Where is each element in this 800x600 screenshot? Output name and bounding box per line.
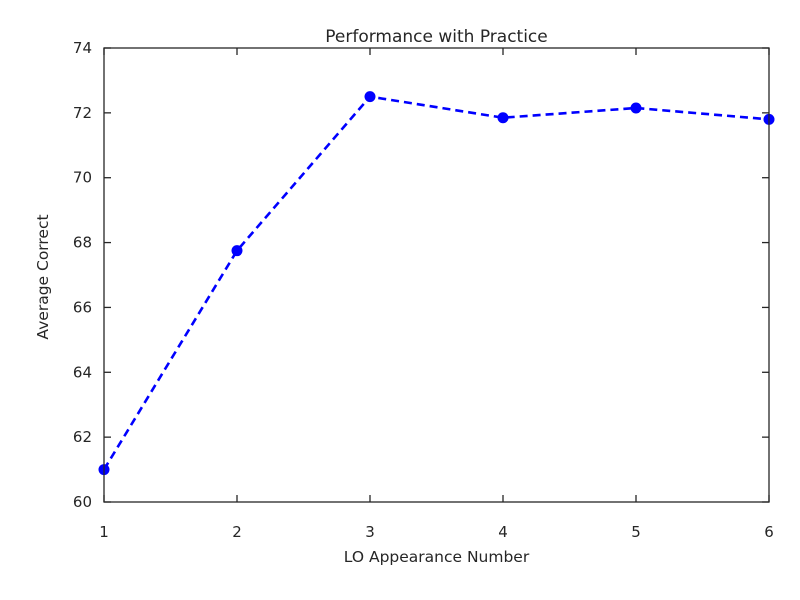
plot-content: [98, 91, 775, 476]
y-axis-label: Average Correct: [34, 214, 52, 339]
plot-frame: [103, 47, 770, 503]
data-point: [364, 91, 376, 103]
y-tick-label: 70: [73, 169, 92, 187]
y-tick-label: 64: [73, 363, 92, 381]
x-tick-label: 3: [365, 523, 375, 541]
y-tick-label: 62: [73, 428, 92, 446]
data-point: [497, 112, 509, 124]
x-tick-label: 4: [498, 523, 508, 541]
chart-title: Performance with Practice: [325, 27, 548, 47]
y-tick-label: 72: [73, 104, 92, 122]
x-tick-label: 2: [232, 523, 242, 541]
y-tick-label: 68: [73, 234, 92, 252]
series-line: [102, 95, 770, 471]
x-tick-label: 1: [99, 523, 109, 541]
tick-layer: 1 2 3 4 5 6 60 62 64 66 68 70 72 74: [73, 39, 774, 541]
x-tick-label: 6: [764, 523, 774, 541]
y-tick-label: 74: [73, 39, 92, 57]
x-tick-label: 5: [631, 523, 641, 541]
y-tick-label: 66: [73, 298, 92, 316]
x-axis-label: LO Appearance Number: [344, 548, 530, 566]
y-tick-label: 60: [73, 493, 92, 511]
data-point: [630, 102, 642, 114]
data-point: [231, 245, 243, 257]
